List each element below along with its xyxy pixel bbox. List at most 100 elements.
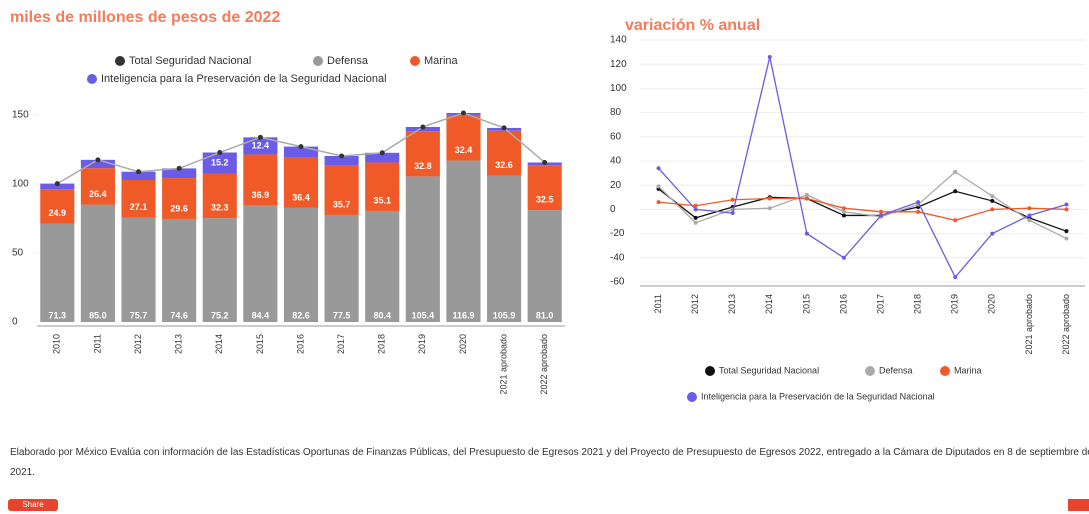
y-tick-label: 50	[12, 248, 24, 259]
bar-segment	[365, 162, 400, 211]
y-tick-label: 0	[610, 204, 616, 215]
series-point	[1027, 206, 1032, 211]
bar-segment	[405, 176, 440, 322]
x-tick-label: 2010	[52, 334, 62, 354]
bar-segment	[365, 210, 400, 322]
bar-segment	[162, 178, 197, 219]
bar-segment	[283, 207, 319, 322]
bar-segment	[283, 146, 319, 158]
data-label: 74.6	[170, 310, 188, 320]
series-point	[767, 196, 772, 201]
y-tick-label: 0	[12, 317, 18, 328]
y-tick-label: 80	[610, 107, 622, 118]
y-tick-label: 100	[610, 83, 627, 94]
total-point	[501, 125, 507, 131]
series-point	[804, 192, 809, 197]
series-line	[658, 171, 1067, 240]
series-point	[730, 211, 735, 216]
data-label: 36.9	[252, 190, 270, 200]
series-point	[953, 169, 958, 174]
legend-swatch	[87, 74, 97, 84]
bar-segment	[80, 159, 115, 169]
x-tick-label: 2022 aprobado	[539, 334, 549, 395]
series-point	[656, 166, 661, 171]
data-label: 75.7	[130, 310, 148, 320]
x-tick-label: 2020	[458, 334, 468, 354]
x-tick-label: 2018	[913, 294, 923, 314]
series-point	[1064, 229, 1069, 234]
legend-swatch	[115, 56, 125, 66]
share-button[interactable]	[8, 499, 58, 511]
x-tick-label: 2016	[838, 294, 848, 314]
x-tick-label: 2013	[174, 334, 184, 354]
bar-segment	[243, 137, 278, 155]
x-tick-label: 2020	[987, 294, 997, 314]
series-point	[879, 213, 884, 218]
data-label: 32.3	[211, 203, 229, 213]
x-tick-label: 2019	[417, 334, 427, 354]
series-point	[693, 215, 698, 220]
bar-segment	[202, 218, 237, 322]
total-point	[95, 157, 101, 163]
legend-label: Marina	[954, 365, 982, 375]
series-line	[658, 197, 1067, 221]
series-point	[1064, 202, 1069, 207]
data-label: 105.4	[412, 310, 435, 320]
data-label: 35.1	[373, 195, 391, 205]
x-tick-label: 2019	[950, 294, 960, 314]
legend-label: Defensa	[879, 365, 913, 375]
bar-segment	[324, 155, 359, 166]
logo	[1068, 499, 1089, 511]
total-point	[136, 169, 142, 175]
y-tick-label: 120	[610, 59, 627, 70]
series-point	[841, 255, 846, 260]
bar-segment	[446, 160, 481, 322]
bar-segment	[487, 175, 522, 322]
x-tick-label: 2017	[336, 334, 346, 354]
bar-segment	[202, 173, 237, 219]
series-line	[658, 188, 1067, 232]
data-label: 36.4	[292, 192, 310, 202]
y-tick-label: -40	[610, 252, 625, 263]
legend-label: Defensa	[327, 55, 369, 67]
bar-segment	[121, 180, 156, 218]
legend-swatch	[687, 392, 697, 402]
series-point	[804, 196, 809, 201]
total-point	[379, 150, 385, 156]
y-tick-label: 140	[610, 35, 627, 46]
x-tick-label: 2011	[653, 294, 663, 313]
x-tick-label: 2015	[801, 294, 811, 314]
x-tick-label: 2017	[875, 294, 885, 314]
data-label: 116.9	[452, 310, 474, 320]
data-label: 105.9	[493, 310, 516, 320]
series-point	[730, 197, 735, 202]
data-label: 82.6	[292, 310, 310, 320]
data-label: 77.5	[333, 310, 351, 320]
y-tick-label: 20	[610, 180, 622, 191]
series-point	[693, 207, 698, 212]
data-label: 32.4	[455, 145, 473, 155]
legend-swatch	[940, 366, 950, 376]
x-tick-label: 2014	[214, 334, 224, 354]
series-point	[916, 200, 921, 205]
series-point	[990, 231, 995, 236]
bar-segment	[527, 165, 562, 211]
total-point	[460, 110, 466, 116]
legend-swatch	[705, 366, 715, 376]
chart-title: variación % anual	[625, 17, 760, 34]
legend-label: Marina	[424, 55, 459, 67]
data-label: 32.6	[495, 160, 513, 170]
series-point	[841, 209, 846, 214]
series-point	[841, 206, 846, 211]
legend-swatch	[865, 366, 875, 376]
data-label: 12.4	[252, 140, 270, 150]
bar-segment	[446, 115, 481, 161]
legend-swatch	[410, 56, 420, 66]
bar-segment	[243, 205, 278, 322]
data-label: 84.4	[252, 310, 270, 320]
legend-swatch	[313, 56, 323, 66]
total-point	[339, 153, 345, 159]
bar-segment	[162, 218, 197, 322]
bar-segment	[40, 223, 75, 322]
